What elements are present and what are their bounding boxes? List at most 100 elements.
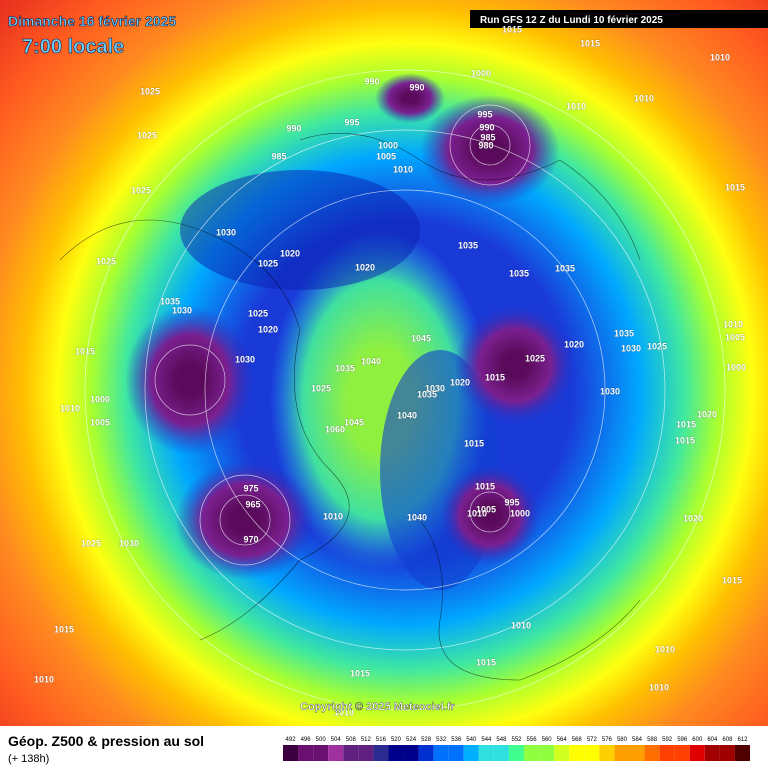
pressure-label: 1040 <box>397 410 417 420</box>
scale-swatch <box>433 745 449 761</box>
scale-label: 552 <box>511 737 522 743</box>
pressure-label: 1045 <box>411 333 431 343</box>
scale-label: 504 <box>331 737 342 743</box>
run-label: Run GFS 12 Z du Lundi 10 février 2025 <box>480 15 663 26</box>
scale-swatch <box>644 745 660 761</box>
pressure-label: 985 <box>480 132 495 142</box>
pressure-label: 1025 <box>258 258 278 268</box>
run-box <box>470 10 768 28</box>
pressure-label: 1010 <box>566 101 586 111</box>
scale-swatch <box>328 745 344 761</box>
scale-swatch <box>313 745 329 761</box>
footer-lead: (+ 138h) <box>8 753 49 765</box>
pressure-label: 1015 <box>350 668 370 678</box>
pressure-label: 1040 <box>361 356 381 366</box>
pressure-label: 1005 <box>90 417 110 427</box>
pressure-label: 1020 <box>564 339 584 349</box>
scale-swatch <box>659 745 675 761</box>
pressure-label: 1035 <box>509 268 529 278</box>
scale-label: 520 <box>391 737 402 743</box>
pressure-label: 1015 <box>485 372 505 382</box>
pressure-label: 1015 <box>580 38 600 48</box>
scale-swatch <box>358 745 374 761</box>
footer-title: Géop. Z500 & pression au sol <box>8 733 204 749</box>
pressure-label: 1045 <box>344 417 364 427</box>
pressure-label: 1025 <box>137 130 157 140</box>
scale-label: 532 <box>436 737 447 743</box>
pressure-label: 1020 <box>450 377 470 387</box>
scale-swatch <box>599 745 615 761</box>
pressure-label: 980 <box>478 140 493 150</box>
pressure-label: 1010 <box>334 707 354 717</box>
scale-label: 580 <box>617 737 628 743</box>
scale-label: 492 <box>286 737 297 743</box>
pressure-label: 1000 <box>471 68 491 78</box>
pressure-label: 990 <box>286 123 301 133</box>
pressure-label: 1025 <box>525 353 545 363</box>
scale-label: 604 <box>707 737 718 743</box>
pressure-label: 1015 <box>502 24 522 34</box>
pressure-label: 1030 <box>119 538 139 548</box>
scale-label: 568 <box>572 737 583 743</box>
pressure-label: 1010 <box>634 93 654 103</box>
scale-label: 560 <box>542 737 553 743</box>
pressure-label: 995 <box>344 117 359 127</box>
map-background <box>0 0 768 726</box>
pressure-label: 1010 <box>393 164 413 174</box>
scale-swatch <box>343 745 359 761</box>
scale-swatch <box>478 745 494 761</box>
scale-swatch <box>508 745 525 761</box>
pressure-label: 965 <box>245 499 260 509</box>
pressure-label: 1020 <box>280 248 300 258</box>
scale-swatch <box>569 745 585 761</box>
pressure-label: 995 <box>477 109 492 119</box>
pressure-label: 1030 <box>425 383 445 393</box>
scale-swatch <box>704 745 720 761</box>
pressure-label: 1015 <box>75 346 95 356</box>
scale-swatch <box>554 745 570 761</box>
pressure-label: 1025 <box>96 256 116 266</box>
scale-label: 608 <box>722 737 733 743</box>
copyright: Copyright © 2025 Meteociel.fr <box>300 701 456 713</box>
pressure-label: 1025 <box>131 185 151 195</box>
scale-label: 584 <box>632 737 643 743</box>
pressure-label: 1010 <box>34 674 54 684</box>
pressure-label: 1015 <box>722 575 742 585</box>
pressure-label: 1015 <box>54 624 74 634</box>
scale-swatch <box>493 745 509 761</box>
pressure-label: 1010 <box>710 52 730 62</box>
scale-swatch <box>298 745 314 761</box>
scale-label: 588 <box>647 737 658 743</box>
pressure-label: 1010 <box>649 682 669 692</box>
pressure-label: 1035 <box>417 389 437 399</box>
pressure-label: 1040 <box>407 512 427 522</box>
scale-swatch <box>674 745 690 761</box>
color-scale: 492 496 500 504 508 512 516 520 524 528 532 536 540 5… <box>283 737 750 761</box>
time-label: 7:00 locale <box>22 36 124 58</box>
pressure-labels: 1015 1015 1010 1000 990 990 1025 1010 1010 995 990… <box>33 24 746 718</box>
pressure-label: 1005 <box>376 151 396 161</box>
pressure-label: 1005 <box>476 504 496 514</box>
pressure-label: 1025 <box>81 538 101 548</box>
pressure-label: 1010 <box>723 319 743 329</box>
scale-label: 500 <box>316 737 327 743</box>
pressure-label: 990 <box>364 76 379 86</box>
scale-label: 516 <box>376 737 387 743</box>
pressure-label: 1000 <box>378 140 398 150</box>
pressure-label: 1010 <box>60 403 80 413</box>
scale-swatch <box>584 745 600 761</box>
pressure-label: 990 <box>409 82 424 92</box>
pressure-label: 1015 <box>476 657 496 667</box>
pressure-label: 1000 <box>90 394 110 404</box>
pressure-label: 1015 <box>725 182 745 192</box>
scale-swatch <box>689 745 705 761</box>
scale-label: 576 <box>602 737 613 743</box>
pressure-label: 970 <box>243 534 258 544</box>
pressure-label: 1015 <box>464 438 484 448</box>
scale-label: 508 <box>346 737 357 743</box>
pressure-label: 1015 <box>675 435 695 445</box>
pressure-label: 1035 <box>458 240 478 250</box>
pressure-label: 1000 <box>510 508 530 518</box>
scale-label: 536 <box>451 737 462 743</box>
